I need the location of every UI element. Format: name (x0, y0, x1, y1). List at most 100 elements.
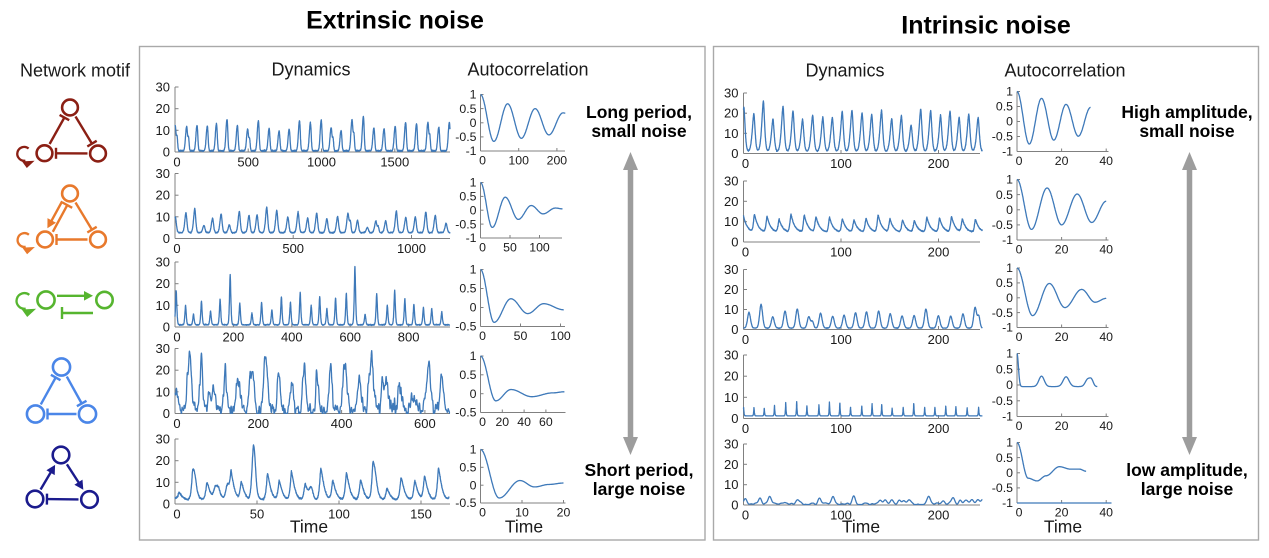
svg-text:20: 20 (724, 282, 738, 297)
svg-text:-1: -1 (1002, 410, 1013, 424)
svg-text:200: 200 (928, 245, 950, 260)
svg-text:1: 1 (470, 263, 477, 277)
svg-text:50: 50 (503, 241, 517, 255)
svg-text:10: 10 (156, 384, 170, 399)
svg-text:0: 0 (1016, 506, 1023, 520)
svg-text:0: 0 (1016, 154, 1023, 168)
svg-text:1: 1 (470, 349, 477, 363)
svg-text:0: 0 (1006, 378, 1013, 392)
svg-text:0: 0 (173, 416, 180, 431)
svg-text:20: 20 (1055, 243, 1069, 257)
svg-text:0: 0 (1016, 243, 1023, 257)
svg-text:0: 0 (479, 329, 486, 343)
svg-text:600: 600 (339, 330, 361, 345)
svg-text:0: 0 (479, 415, 486, 429)
svg-text:100: 100 (830, 421, 852, 436)
svg-text:0: 0 (742, 332, 749, 347)
svg-text:0: 0 (470, 301, 477, 315)
svg-text:40: 40 (1099, 154, 1113, 168)
svg-text:-1: -1 (466, 231, 477, 245)
svg-text:large noise: large noise (1141, 479, 1234, 499)
svg-text:0: 0 (163, 231, 170, 246)
svg-text:0: 0 (173, 241, 180, 256)
svg-text:20: 20 (1055, 419, 1069, 433)
svg-text:Long period,: Long period, (586, 102, 692, 122)
svg-text:30: 30 (724, 348, 738, 363)
svg-text:Network motif: Network motif (20, 61, 131, 81)
svg-text:Dynamics: Dynamics (271, 60, 350, 80)
svg-text:0: 0 (731, 411, 738, 426)
svg-text:0: 0 (173, 330, 180, 345)
svg-text:-1: -1 (1002, 321, 1013, 335)
svg-text:0.5: 0.5 (459, 190, 476, 204)
svg-text:0: 0 (163, 406, 170, 421)
svg-text:10: 10 (156, 123, 170, 138)
svg-text:10: 10 (156, 298, 170, 313)
svg-text:20: 20 (495, 415, 509, 429)
svg-text:1: 1 (470, 443, 477, 457)
svg-text:0: 0 (163, 497, 170, 512)
svg-text:100: 100 (508, 154, 529, 168)
svg-text:-0.5: -0.5 (992, 481, 1013, 495)
svg-text:50: 50 (514, 329, 528, 343)
svg-text:0: 0 (731, 146, 738, 161)
svg-text:-0.5: -0.5 (992, 394, 1013, 408)
svg-text:large noise: large noise (593, 479, 686, 499)
svg-text:10: 10 (156, 209, 170, 224)
svg-text:1: 1 (1006, 173, 1013, 187)
svg-text:0: 0 (479, 506, 486, 520)
svg-text:40: 40 (517, 415, 531, 429)
svg-text:200: 200 (247, 416, 269, 431)
svg-text:20: 20 (724, 194, 738, 209)
svg-text:0.5: 0.5 (996, 188, 1013, 202)
svg-text:-0.5: -0.5 (992, 218, 1013, 232)
svg-text:Time: Time (842, 517, 880, 537)
svg-text:30: 30 (724, 174, 738, 189)
svg-text:0: 0 (1016, 419, 1023, 433)
svg-text:0: 0 (1006, 291, 1013, 305)
svg-text:10: 10 (724, 390, 738, 405)
svg-text:small noise: small noise (1139, 121, 1235, 141)
svg-text:200: 200 (928, 508, 950, 523)
svg-text:20: 20 (156, 453, 170, 468)
svg-text:Autocorrelation: Autocorrelation (467, 60, 588, 80)
svg-text:0: 0 (479, 154, 486, 168)
svg-text:-0.5: -0.5 (992, 306, 1013, 320)
svg-text:800: 800 (398, 330, 420, 345)
svg-text:0: 0 (1006, 115, 1013, 129)
svg-text:0.5: 0.5 (459, 368, 476, 382)
svg-text:150: 150 (410, 507, 432, 522)
svg-text:Intrinsic noise: Intrinsic noise (901, 12, 1071, 40)
svg-text:20: 20 (724, 457, 738, 472)
svg-text:0.5: 0.5 (996, 100, 1013, 114)
svg-text:1: 1 (1006, 261, 1013, 275)
svg-text:100: 100 (830, 332, 852, 347)
svg-text:1: 1 (1006, 85, 1013, 99)
svg-text:-0.5: -0.5 (455, 320, 476, 334)
svg-text:30: 30 (156, 341, 170, 356)
svg-text:0.5: 0.5 (459, 102, 476, 116)
svg-text:0.5: 0.5 (996, 451, 1013, 465)
svg-text:200: 200 (928, 421, 950, 436)
svg-text:30: 30 (724, 86, 738, 101)
svg-text:0: 0 (742, 508, 749, 523)
svg-text:40: 40 (1099, 330, 1113, 344)
svg-text:Short period,: Short period, (585, 460, 694, 480)
svg-text:Time: Time (290, 517, 328, 537)
svg-text:10: 10 (724, 477, 738, 492)
svg-text:1500: 1500 (380, 155, 409, 170)
svg-text:200: 200 (928, 332, 950, 347)
svg-text:200: 200 (547, 154, 568, 168)
svg-text:20: 20 (724, 369, 738, 384)
svg-text:200: 200 (928, 156, 950, 171)
svg-text:0: 0 (470, 478, 477, 492)
svg-text:500: 500 (282, 241, 304, 256)
svg-text:30: 30 (156, 432, 170, 447)
svg-text:20: 20 (156, 101, 170, 116)
svg-text:0: 0 (742, 421, 749, 436)
svg-text:-0.5: -0.5 (455, 217, 476, 231)
svg-text:0: 0 (731, 498, 738, 513)
svg-text:0: 0 (163, 145, 170, 160)
svg-text:0: 0 (742, 245, 749, 260)
svg-text:0: 0 (470, 387, 477, 401)
